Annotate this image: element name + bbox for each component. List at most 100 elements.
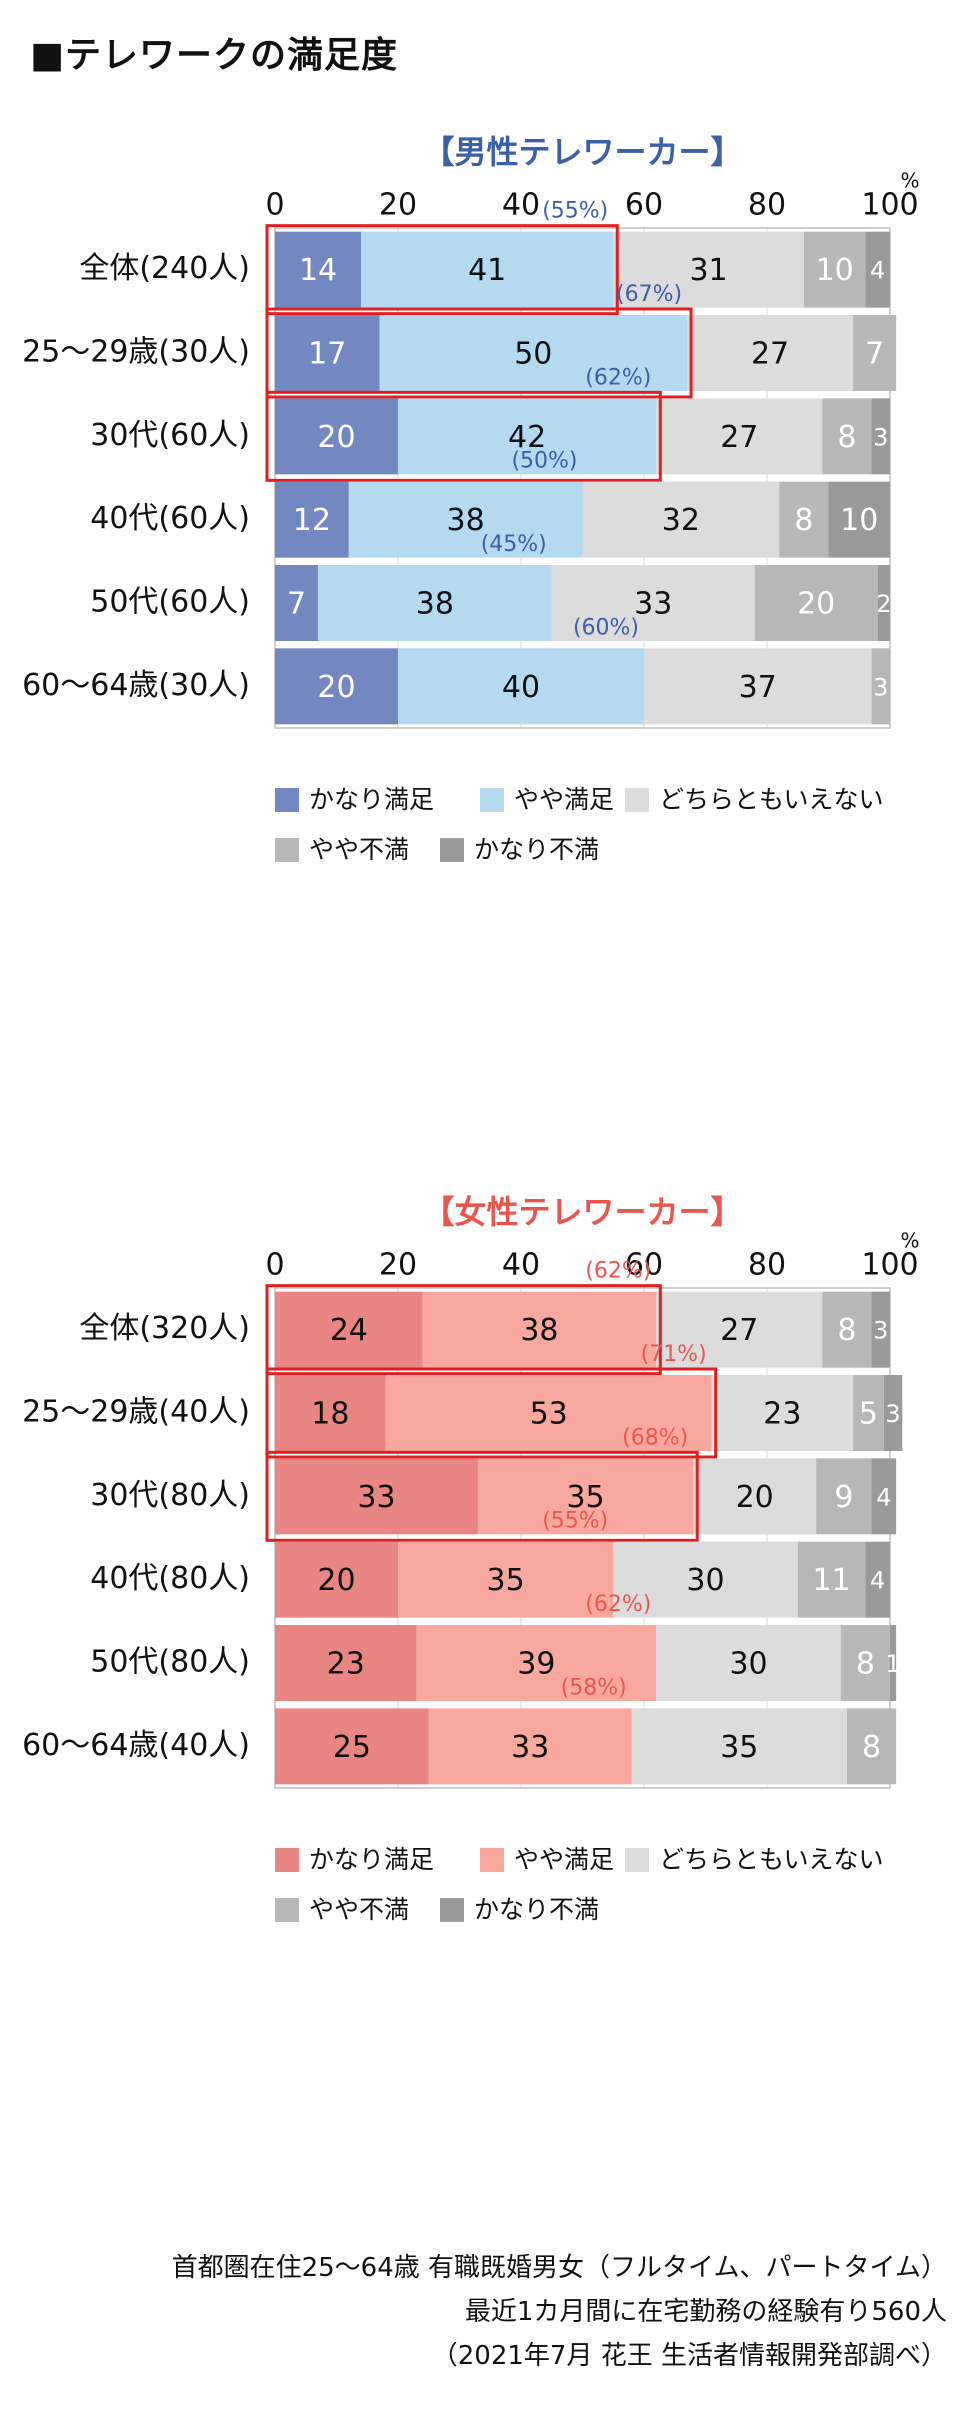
bar-segment — [644, 648, 872, 725]
bar-segment — [275, 1541, 398, 1618]
data-label: 4 — [870, 1567, 885, 1595]
data-label: 50 — [514, 337, 552, 372]
legend-swatch — [480, 788, 504, 812]
bar-segment — [656, 1291, 823, 1368]
category-label: 30代(60人) — [90, 418, 250, 453]
data-label: 39 — [517, 1647, 555, 1682]
bar-segment — [779, 481, 829, 558]
data-label: 8 — [837, 1313, 856, 1348]
data-label: 20 — [797, 587, 835, 622]
bar-segment — [890, 1625, 897, 1701]
data-label: 11 — [812, 1563, 850, 1598]
data-label: 3 — [873, 1317, 888, 1345]
data-label: 7 — [287, 587, 306, 622]
data-label: 53 — [530, 1397, 568, 1432]
satisfied-total-label: (62%) — [585, 1592, 651, 1617]
data-label: 1 — [885, 1650, 900, 1678]
footer-line: 首都圏在住25〜64歳 有職既婚男女（フルタイム、パートタイム） — [171, 2253, 947, 2283]
data-label: 7 — [865, 337, 884, 372]
bar-segment — [865, 231, 890, 308]
data-label: 42 — [508, 420, 546, 455]
data-label: 9 — [834, 1480, 853, 1515]
bar-segment — [275, 315, 380, 391]
bar-segment — [385, 1375, 712, 1451]
bar-segment — [361, 231, 614, 308]
data-label: 30 — [729, 1647, 767, 1682]
category-label: 全体(320人) — [79, 1311, 250, 1346]
satisfied-total-label: (55%) — [542, 1509, 608, 1534]
data-label: 4 — [870, 257, 885, 285]
x-tick-label: 20 — [379, 188, 417, 223]
bar-segment — [828, 481, 890, 558]
bar-segment — [865, 1541, 890, 1618]
data-label: 37 — [739, 670, 777, 705]
data-label: 27 — [720, 1313, 758, 1348]
data-label: 5 — [859, 1397, 878, 1432]
bar-segment — [871, 1458, 897, 1535]
x-tick-label: 20 — [379, 1248, 417, 1283]
legend-label: かなり満足 — [309, 785, 434, 814]
footer-note: 首都圏在住25〜64歳 有職既婚男女（フルタイム、パートタイム） 最近1カ月間に… — [172, 2246, 947, 2378]
bar-segment — [318, 565, 552, 641]
legend-label: やや満足 — [514, 1845, 614, 1874]
bar-segment — [871, 648, 890, 725]
legend-label: どちらともいえない — [659, 1845, 884, 1874]
plot-frame — [274, 1287, 891, 1789]
satisfied-total-label: (50%) — [511, 449, 577, 474]
data-label: 4 — [876, 1483, 891, 1511]
satisfied-total-label: (62%) — [585, 365, 651, 390]
bar-segment — [871, 398, 890, 475]
data-label: 38 — [520, 1313, 558, 1348]
data-label: 35 — [566, 1480, 604, 1515]
data-label: 20 — [317, 420, 355, 455]
highlight-box — [265, 1284, 662, 1376]
highlight-box — [265, 390, 662, 482]
x-tick-label: 80 — [748, 1248, 786, 1283]
chart-title: 【男性テレワーカー】 — [422, 133, 742, 171]
bar-segment — [816, 1458, 872, 1535]
bar-segment — [275, 231, 362, 308]
category-label: 50代(60人) — [90, 585, 250, 620]
data-label: 40 — [502, 670, 540, 705]
bar-segment — [877, 565, 890, 641]
data-label: 3 — [873, 423, 888, 451]
bar-segment — [428, 1708, 632, 1785]
data-label: 41 — [468, 253, 506, 288]
data-label: 18 — [311, 1397, 349, 1432]
percent-unit-label: % — [900, 169, 919, 193]
category-label: 40代(60人) — [90, 501, 250, 536]
category-label: 30代(80人) — [90, 1478, 250, 1513]
bar-segment — [656, 398, 823, 475]
data-label: 3 — [885, 1400, 900, 1428]
data-label: 23 — [763, 1397, 801, 1432]
highlight-box — [265, 307, 693, 399]
bar-segment — [477, 1458, 694, 1535]
legend-swatch — [625, 788, 649, 812]
x-tick-label: 40 — [502, 1248, 540, 1283]
satisfied-total-label: (45%) — [481, 532, 547, 557]
legend-label: やや不満 — [309, 1895, 409, 1924]
data-label: 35 — [487, 1563, 525, 1598]
x-tick-label: 40 — [502, 188, 540, 223]
bar-segment — [871, 1291, 890, 1368]
bar-segment — [797, 1541, 866, 1618]
legend-swatch — [275, 788, 299, 812]
legend-swatch — [275, 838, 299, 862]
legend-swatch — [625, 1848, 649, 1872]
data-label: 8 — [856, 1647, 875, 1682]
satisfied-total-label: (58%) — [561, 1675, 627, 1700]
category-label: 40代(80人) — [90, 1561, 250, 1596]
legend-label: かなり不満 — [474, 835, 599, 864]
legend-label: かなり不満 — [474, 1895, 599, 1924]
bar-segment — [693, 1458, 817, 1535]
bar-segment — [275, 481, 349, 558]
legend-swatch — [440, 838, 464, 862]
data-label: 17 — [308, 337, 346, 372]
bar-segment — [846, 1708, 897, 1785]
bar-segment — [582, 481, 780, 558]
category-label: 25〜29歳(40人) — [22, 1395, 250, 1430]
satisfied-total-label: (55%) — [542, 199, 608, 224]
legend-swatch — [480, 1848, 504, 1872]
data-label: 27 — [720, 420, 758, 455]
bar-segment — [853, 1375, 884, 1451]
